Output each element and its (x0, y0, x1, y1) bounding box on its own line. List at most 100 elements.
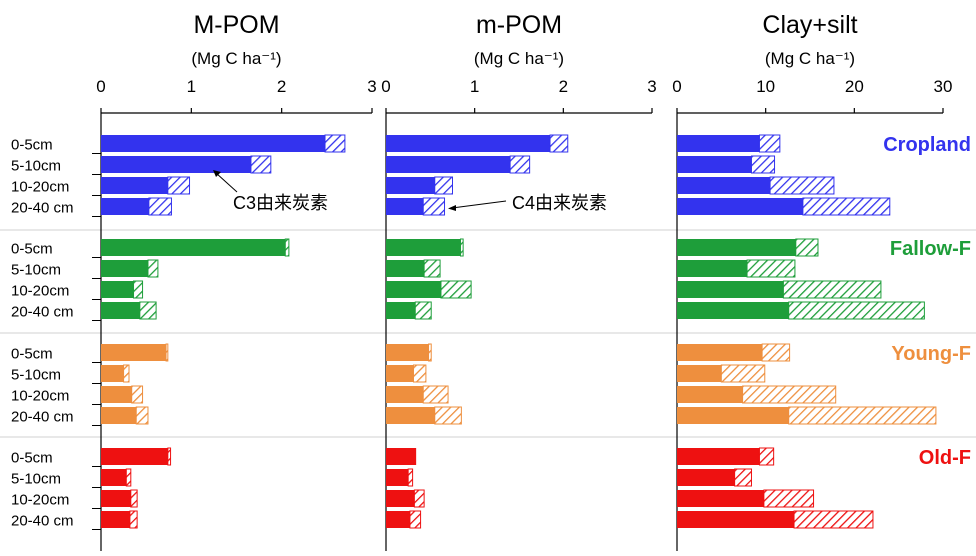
clay-silt-bar-c4-old-f-10-20cm (763, 489, 815, 508)
clay-silt-bar-c4-cropland-5-10cm (750, 155, 776, 174)
depth-label: 0-5cm (11, 241, 53, 258)
m-pom-bar-c3-old-f-20-40-cm (386, 511, 410, 528)
clay-silt-tick-label: 10 (756, 77, 775, 96)
m-pom-bar-c3-cropland-10-20cm (386, 177, 435, 194)
clay-silt-bar-c3-young-f-0-5cm (677, 344, 763, 361)
depth-label: 5-10cm (11, 367, 61, 384)
annotation-c3-label: C3由来炭素 (233, 193, 328, 213)
m-pom-bar-c4-fallow-f-20-40-cm (414, 301, 432, 320)
annotation-c3-arrowhead (213, 170, 221, 177)
m-pom-bar-c4-old-f-5-10cm (125, 468, 132, 487)
m-pom-bar-c3-cropland-5-10cm (386, 156, 511, 173)
clay-silt-bar-c4-old-f-0-5cm (758, 447, 775, 466)
m-pom-bar-c4-young-f-5-10cm (412, 364, 427, 383)
group-label-cropland: Cropland (883, 134, 971, 156)
clay-silt-bar-c3-young-f-20-40-cm (677, 407, 789, 424)
m-pom-bar-c4-old-f-10-20cm (130, 489, 138, 508)
m-pom-bar-c4-cropland-10-20cm (434, 176, 453, 195)
m-pom-tick-label: 1 (187, 77, 196, 96)
m-pom-unit-label: (Mg C ha⁻¹) (191, 49, 281, 68)
m-pom-bar-c3-young-f-10-20cm (386, 386, 424, 403)
m-pom-bar-c4-old-f-5-10cm (407, 468, 414, 487)
clay-silt-bar-c3-fallow-f-0-5cm (677, 239, 796, 256)
clay-silt-bar-c4-young-f-5-10cm (720, 364, 766, 383)
m-pom-bar-c3-cropland-0-5cm (386, 135, 551, 152)
m-pom-bar-c4-fallow-f-10-20cm (440, 280, 472, 299)
group-label-fallow-f: Fallow-F (890, 238, 971, 260)
m-pom-panel-title: M-POM (193, 11, 279, 39)
depth-label: 0-5cm (11, 137, 53, 154)
m-pom-bar-c4-young-f-10-20cm (422, 385, 449, 404)
m-pom-tick-label: 0 (96, 77, 105, 96)
m-pom-bar-c4-cropland-20-40-cm (422, 197, 446, 216)
m-pom-bar-c4-young-f-0-5cm (165, 343, 169, 362)
m-pom-bar-c3-fallow-f-20-40-cm (386, 302, 416, 319)
m-pom-bar-c4-cropland-0-5cm (324, 134, 346, 153)
m-pom-tick-label: 2 (277, 77, 286, 96)
clay-silt-unit-label: (Mg C ha⁻¹) (765, 49, 855, 68)
depth-label: 5-10cm (11, 158, 61, 175)
clay-silt-bar-c3-cropland-10-20cm (677, 177, 771, 194)
m-pom-bar-c4-fallow-f-5-10cm (423, 259, 441, 278)
m-pom-bar-c4-old-f-20-40-cm (409, 510, 422, 529)
clay-silt-bar-c3-young-f-10-20cm (677, 386, 743, 403)
clay-silt-tick-label: 0 (672, 77, 681, 96)
m-pom-bar-c3-old-f-10-20cm (386, 490, 415, 507)
m-pom-bar-c3-young-f-20-40-cm (101, 407, 137, 424)
clay-silt-bar-c3-cropland-20-40-cm (677, 198, 803, 215)
m-pom-tick-label: 0 (381, 77, 390, 96)
m-pom-bar-c3-cropland-5-10cm (101, 156, 251, 173)
m-pom-bar-c3-young-f-5-10cm (101, 365, 124, 382)
clay-silt-bar-c4-cropland-0-5cm (758, 134, 781, 153)
depth-label: 20-40 cm (11, 200, 74, 217)
m-pom-bar-c4-cropland-20-40-cm (148, 197, 172, 216)
depth-label: 0-5cm (11, 346, 53, 363)
clay-silt-bar-c4-fallow-f-20-40-cm (788, 301, 925, 320)
m-pom-bar-c4-young-f-0-5cm (428, 343, 432, 362)
clay-silt-bar-c3-fallow-f-10-20cm (677, 281, 784, 298)
m-pom-tick-label: 3 (367, 77, 376, 96)
m-pom-bar-c3-cropland-10-20cm (101, 177, 168, 194)
clay-silt-bar-c4-fallow-f-0-5cm (795, 238, 819, 257)
m-pom-bar-c4-fallow-f-10-20cm (133, 280, 144, 299)
m-pom-bar-c4-young-f-10-20cm (131, 385, 144, 404)
m-pom-bar-c4-old-f-20-40-cm (129, 510, 138, 529)
m-pom-bar-c4-fallow-f-5-10cm (147, 259, 159, 278)
clay-silt-tick-label: 20 (845, 77, 864, 96)
m-pom-bar-c4-young-f-5-10cm (123, 364, 130, 383)
depth-label: 5-10cm (11, 471, 61, 488)
m-pom-bar-c4-fallow-f-0-5cm (459, 238, 464, 257)
m-pom-bar-c3-fallow-f-0-5cm (386, 239, 461, 256)
m-pom-bar-c3-fallow-f-10-20cm (386, 281, 441, 298)
m-pom-bar-c3-old-f-0-5cm (386, 448, 417, 465)
m-pom-tick-label: 3 (647, 77, 656, 96)
depth-label: 10-20cm (11, 492, 69, 509)
depth-label: 20-40 cm (11, 409, 74, 426)
depth-label: 20-40 cm (11, 304, 74, 321)
clay-silt-bar-c3-old-f-5-10cm (677, 469, 735, 486)
m-pom-bar-c4-old-f-0-5cm (167, 447, 172, 466)
m-pom-bar-c3-old-f-20-40-cm (101, 511, 130, 528)
clay-silt-bar-c3-cropland-5-10cm (677, 156, 752, 173)
m-pom-bar-c4-young-f-20-40-cm (434, 406, 462, 425)
clay-silt-bar-c4-fallow-f-10-20cm (782, 280, 882, 299)
annotation-c4-arrow (451, 200, 507, 209)
depth-label: 5-10cm (11, 262, 61, 279)
m-pom-bar-c3-cropland-20-40-cm (386, 198, 424, 215)
m-pom-bar-c3-young-f-20-40-cm (386, 407, 435, 424)
m-pom-bar-c4-fallow-f-20-40-cm (139, 301, 157, 320)
depth-label: 20-40 cm (11, 513, 74, 530)
clay-silt-panel-title: Clay+silt (762, 11, 857, 39)
clay-silt-tick-label: 30 (934, 77, 953, 96)
depth-label: 0-5cm (11, 450, 53, 467)
m-pom-bar-c4-old-f-10-20cm (413, 489, 425, 508)
m-pom-unit-label: (Mg C ha⁻¹) (474, 49, 564, 68)
clay-silt-bar-c3-young-f-5-10cm (677, 365, 722, 382)
m-pom-bar-c3-cropland-20-40-cm (101, 198, 149, 215)
clay-silt-bar-c3-old-f-20-40-cm (677, 511, 795, 528)
clay-silt-bar-c4-young-f-10-20cm (742, 385, 837, 404)
m-pom-bar-c3-fallow-f-5-10cm (101, 260, 148, 277)
clay-silt-bar-c4-old-f-5-10cm (734, 468, 752, 487)
m-pom-bar-c3-fallow-f-20-40-cm (101, 302, 140, 319)
